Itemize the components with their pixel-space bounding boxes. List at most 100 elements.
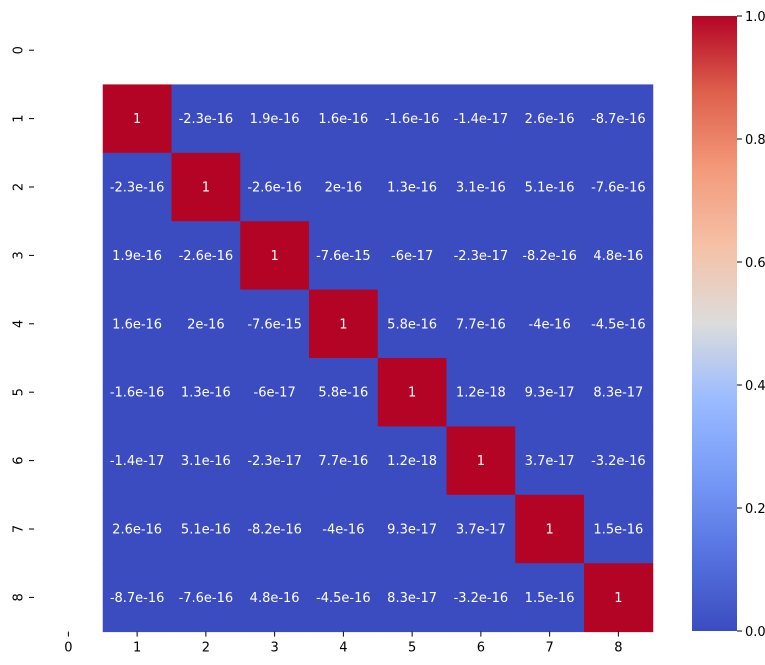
heatmap-cell-8-7 xyxy=(515,563,585,633)
cell-value-label: 1.6e-16 xyxy=(318,112,368,127)
heatmap-cell-7-5 xyxy=(377,494,447,564)
cell-value-label: -7.6e-15 xyxy=(247,317,302,332)
cell-value-label: -3.2e-16 xyxy=(454,591,509,606)
heatmap-cell-1-1 xyxy=(102,84,172,154)
cell-value-label: 7.7e-16 xyxy=(456,317,506,332)
y-tick-label: 3 xyxy=(12,251,27,259)
cell-value-label: -7.6e-16 xyxy=(179,591,234,606)
heatmap-cell-5-5 xyxy=(377,358,447,427)
cell-value-label: 1.5e-16 xyxy=(593,523,643,538)
cell-value-label: 9.3e-17 xyxy=(387,523,437,538)
cell-value-label: 3.1e-16 xyxy=(181,454,231,469)
x-tick-label: 8 xyxy=(614,641,622,656)
heatmap-cell-7-2 xyxy=(171,494,241,564)
heatmap-cell-3-6 xyxy=(446,221,516,291)
heatmap-cells: 1 -2.3e-16 1.9e-16 1.6e-16 -1.6e-16 -1.4e-17 2… xyxy=(102,84,654,633)
heatmap-cell-5-6 xyxy=(446,358,516,427)
heatmap-cell-7-6 xyxy=(446,494,516,564)
cell-value-label: -1.4e-17 xyxy=(454,112,509,127)
cell-value-label: 9.3e-17 xyxy=(525,386,575,401)
cell-value-label: -8.7e-16 xyxy=(110,591,165,606)
heatmap-cell-6-3 xyxy=(240,426,310,496)
cell-value-label: 3.1e-16 xyxy=(456,181,506,196)
heatmap-cell-4-5 xyxy=(377,289,447,359)
x-tick-label: 6 xyxy=(477,641,485,656)
y-tick-label: 6 xyxy=(12,456,27,464)
heatmap-cell-6-1 xyxy=(102,426,172,496)
colorbar-tick-label: 0.2 xyxy=(745,502,765,517)
cell-value-label: 1.9e-16 xyxy=(112,249,162,264)
cell-value-label: -4e-16 xyxy=(529,317,571,332)
heatmap-cell-4-6 xyxy=(446,289,516,359)
x-tick-label: 7 xyxy=(545,641,553,656)
x-tick-label: 3 xyxy=(270,641,278,656)
heatmap-cell-3-1 xyxy=(102,221,172,291)
heatmap-cell-6-5 xyxy=(377,426,447,496)
colorbar-ticks: 0.0 0.2 0.4 0.6 0.8 1.0 xyxy=(737,10,765,640)
cell-value-label: 1 xyxy=(545,523,553,538)
heatmap-cell-1-2 xyxy=(171,84,241,154)
cell-value-label: 5.8e-16 xyxy=(387,317,437,332)
cell-value-label: 1 xyxy=(270,249,278,264)
x-tick-label: 2 xyxy=(202,641,210,656)
cell-value-label: 2.6e-16 xyxy=(112,523,162,538)
cell-value-label: 7.7e-16 xyxy=(318,454,368,469)
heatmap-cell-5-8 xyxy=(584,358,654,427)
heatmap-cell-1-6 xyxy=(446,84,516,154)
y-tick-label: 1 xyxy=(12,114,27,122)
cell-value-label: 1.3e-16 xyxy=(387,181,437,196)
y-tick-label: 4 xyxy=(12,320,27,328)
heatmap-cell-5-2 xyxy=(171,358,241,427)
cell-value-label: -1.4e-17 xyxy=(110,454,165,469)
heatmap-cell-8-5 xyxy=(377,563,447,633)
heatmap-cell-8-2 xyxy=(171,563,241,633)
cell-value-label: 1.2e-18 xyxy=(456,386,506,401)
heatmap-cell-3-2 xyxy=(171,221,241,291)
cell-value-label: -2.3e-17 xyxy=(247,454,302,469)
heatmap-cell-6-2 xyxy=(171,426,241,496)
heatmap-cell-6-7 xyxy=(515,426,585,496)
x-tick-label: 5 xyxy=(408,641,416,656)
heatmap-cell-2-5 xyxy=(377,152,447,222)
cell-value-label: 5.1e-16 xyxy=(181,523,231,538)
cell-value-label: 2.6e-16 xyxy=(525,112,575,127)
heatmap-cell-5-4 xyxy=(309,358,379,427)
colorbar-tick-label: 0.4 xyxy=(745,379,765,394)
heatmap-cell-6-4 xyxy=(309,426,379,496)
cell-value-label: 1 xyxy=(133,112,141,127)
cell-value-label: -4.5e-16 xyxy=(316,591,371,606)
heatmap-cell-8-4 xyxy=(309,563,379,633)
heatmap-cell-7-7 xyxy=(515,494,585,564)
heatmap-cell-3-8 xyxy=(584,221,654,291)
cell-value-label: 1 xyxy=(202,181,210,196)
cell-value-label: -2.3e-16 xyxy=(110,181,165,196)
x-tick-label: 0 xyxy=(64,641,72,656)
colorbar-tick-label: 0.8 xyxy=(745,133,765,148)
heatmap-cell-2-7 xyxy=(515,152,585,222)
cell-value-label: 1 xyxy=(614,591,622,606)
cell-value-label: -3.2e-16 xyxy=(591,454,646,469)
heatmap-cell-2-1 xyxy=(102,152,172,222)
heatmap-cell-4-3 xyxy=(240,289,310,359)
cell-value-label: -2.3e-16 xyxy=(179,112,234,127)
heatmap-cell-8-8 xyxy=(584,563,654,633)
heatmap-cell-7-8 xyxy=(584,494,654,564)
cell-value-label: 1 xyxy=(339,317,347,332)
heatmap-cell-1-5 xyxy=(377,84,447,154)
heatmap-cell-1-8 xyxy=(584,84,654,154)
cell-value-label: 1 xyxy=(477,454,485,469)
cell-value-label: 5.8e-16 xyxy=(318,386,368,401)
cell-value-label: 5.1e-16 xyxy=(525,181,575,196)
cell-value-label: -7.6e-16 xyxy=(591,181,646,196)
heatmap-cell-5-3 xyxy=(240,358,310,427)
heatmap-cell-5-7 xyxy=(515,358,585,427)
colorbar-tick-label: 0.6 xyxy=(745,256,765,271)
heatmap-cell-8-6 xyxy=(446,563,516,633)
cell-value-label: -2.6e-16 xyxy=(247,181,302,196)
y-tick-label: 7 xyxy=(12,525,27,533)
heatmap-cell-4-2 xyxy=(171,289,241,359)
heatmap-cell-6-6 xyxy=(446,426,516,496)
cell-value-label: -8.7e-16 xyxy=(591,112,646,127)
heatmap-cell-6-8 xyxy=(584,426,654,496)
